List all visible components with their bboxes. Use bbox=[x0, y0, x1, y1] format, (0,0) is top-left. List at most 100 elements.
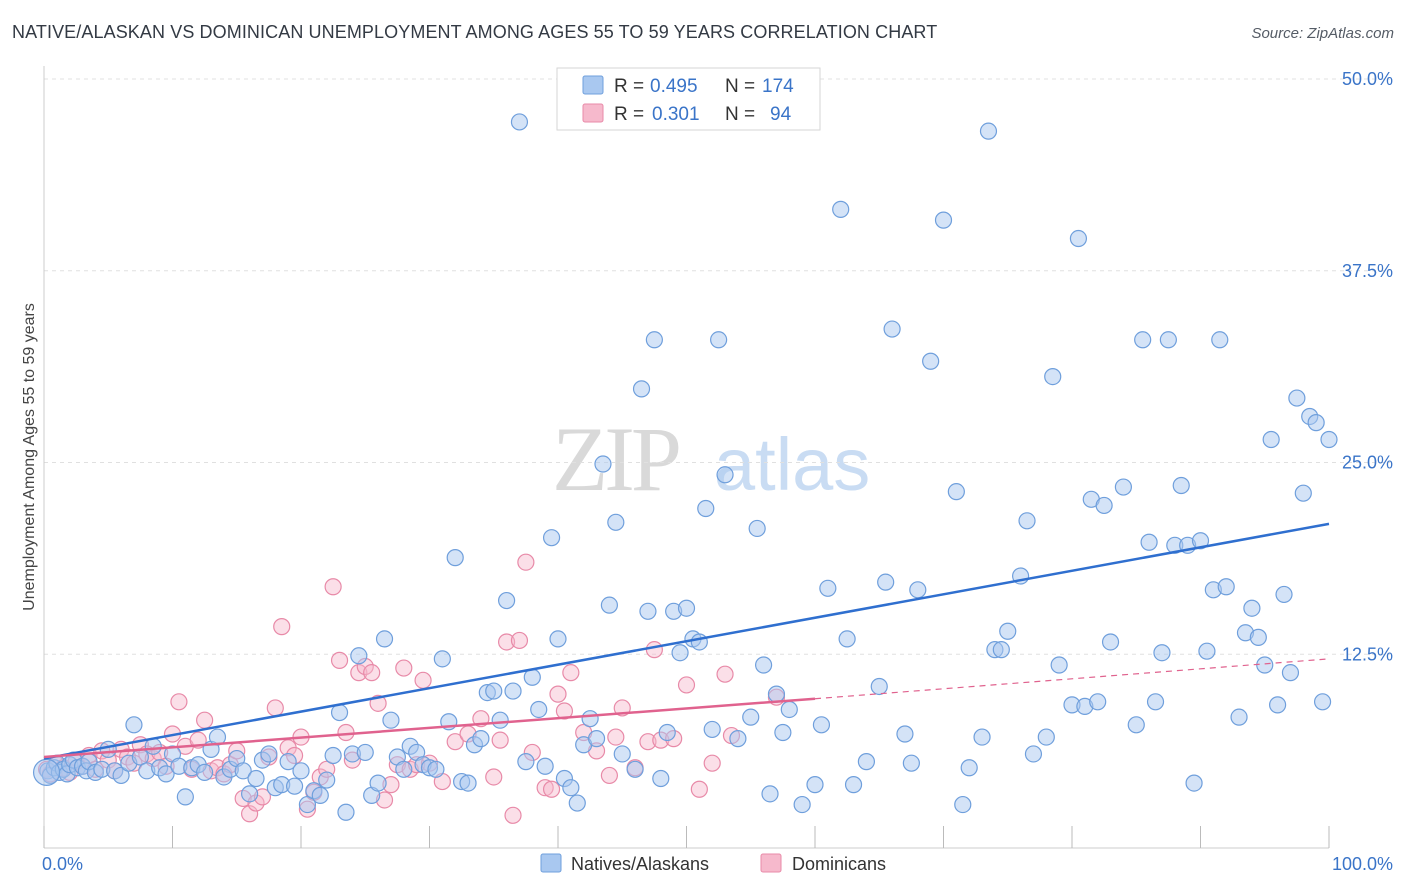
native-point-58 bbox=[375, 630, 394, 648]
native-point-69 bbox=[446, 549, 464, 567]
tick-labels: 12.5% 25.0% 37.5% 50.0% 0.0% 100.0% bbox=[42, 69, 1393, 874]
native-point-181 bbox=[1288, 389, 1306, 407]
native-point-116 bbox=[767, 685, 786, 703]
native-point-135 bbox=[947, 483, 965, 501]
native-point-71 bbox=[459, 774, 477, 792]
native-point-123 bbox=[832, 200, 850, 218]
legend-n-label-2: N = bbox=[725, 104, 755, 125]
native-point-88 bbox=[568, 794, 586, 812]
native-point-147 bbox=[1044, 367, 1062, 386]
native-point-82 bbox=[530, 700, 548, 719]
native-point-159 bbox=[1140, 533, 1158, 551]
native-point-157 bbox=[1127, 716, 1145, 734]
native-point-110 bbox=[716, 466, 734, 484]
chart-title: NATIVE/ALASKAN VS DOMINICAN UNEMPLOYMENT… bbox=[12, 22, 938, 42]
native-point-46 bbox=[298, 795, 317, 814]
native-point-76 bbox=[491, 711, 509, 729]
native-point-52 bbox=[337, 803, 355, 821]
native-point-61 bbox=[395, 760, 413, 778]
native-point-43 bbox=[279, 753, 297, 771]
native-point-54 bbox=[350, 647, 368, 665]
native-point-101 bbox=[658, 723, 676, 742]
native-point-30 bbox=[196, 763, 214, 781]
watermark-zip: ZIP bbox=[552, 408, 679, 510]
dominicans-trend-line bbox=[43, 697, 816, 759]
dominican-point-59 bbox=[414, 671, 432, 689]
native-point-107 bbox=[697, 499, 715, 518]
native-point-115 bbox=[761, 785, 779, 803]
native-point-118 bbox=[780, 700, 798, 719]
native-point-184 bbox=[1307, 414, 1325, 432]
native-point-155 bbox=[1101, 633, 1120, 651]
native-point-129 bbox=[883, 320, 901, 338]
watermark-atlas: atlas bbox=[714, 423, 870, 506]
native-point-162 bbox=[1159, 331, 1177, 349]
native-point-51 bbox=[330, 703, 349, 722]
native-point-174 bbox=[1243, 599, 1261, 617]
native-point-92 bbox=[594, 455, 612, 473]
native-point-167 bbox=[1191, 532, 1210, 550]
native-point-96 bbox=[626, 760, 644, 778]
native-point-144 bbox=[1018, 512, 1036, 530]
legend-n-value-1: 174 bbox=[762, 76, 794, 97]
native-point-90 bbox=[581, 710, 599, 728]
y-axis-label: Unemployment Among Ages 55 to 59 years bbox=[21, 303, 38, 611]
native-point-185 bbox=[1313, 693, 1332, 711]
native-point-119 bbox=[793, 795, 811, 814]
native-point-166 bbox=[1185, 774, 1203, 792]
native-point-100 bbox=[652, 769, 670, 788]
dominican-point-84 bbox=[645, 641, 663, 659]
native-point-59 bbox=[382, 711, 400, 729]
dominican-point-83 bbox=[639, 733, 657, 751]
native-point-117 bbox=[774, 723, 792, 742]
dominican-point-47 bbox=[337, 723, 355, 742]
native-point-148 bbox=[1050, 656, 1068, 674]
native-point-95 bbox=[613, 745, 631, 763]
native-point-134 bbox=[934, 211, 953, 229]
native-point-99 bbox=[645, 331, 663, 349]
native-point-15 bbox=[99, 740, 117, 758]
native-point-182 bbox=[1294, 484, 1312, 502]
native-point-40 bbox=[260, 745, 278, 763]
native-point-73 bbox=[472, 730, 490, 748]
native-point-94 bbox=[607, 513, 625, 531]
native-point-158 bbox=[1134, 331, 1152, 349]
native-point-98 bbox=[639, 602, 657, 620]
dominican-point-68 bbox=[504, 806, 522, 824]
native-point-50 bbox=[324, 746, 342, 765]
native-point-168 bbox=[1198, 642, 1216, 660]
native-point-55 bbox=[356, 743, 374, 762]
native-point-108 bbox=[703, 720, 721, 739]
native-point-133 bbox=[922, 352, 940, 370]
dominican-point-73 bbox=[542, 780, 561, 798]
legend-bottom-swatch-blue bbox=[540, 853, 562, 873]
dominican-point-79 bbox=[600, 766, 619, 785]
native-point-57 bbox=[369, 774, 387, 792]
native-point-97 bbox=[632, 380, 651, 398]
legend-swatch-pink bbox=[582, 103, 604, 123]
native-point-170 bbox=[1211, 331, 1229, 349]
native-point-124 bbox=[838, 630, 856, 648]
native-point-153 bbox=[1089, 693, 1107, 711]
legend-r-value-2: 0.301 bbox=[652, 104, 700, 125]
dominican-point-45 bbox=[324, 578, 342, 596]
native-point-104 bbox=[677, 599, 696, 617]
dominican-point-66 bbox=[491, 731, 509, 749]
native-point-127 bbox=[870, 677, 888, 696]
native-point-136 bbox=[954, 795, 972, 814]
dominican-point-67 bbox=[498, 633, 516, 651]
native-point-156 bbox=[1114, 478, 1133, 496]
legend-n-label-1: N = bbox=[725, 76, 755, 97]
y-tick-label-0: 12.5% bbox=[1342, 644, 1393, 664]
legend-top: R = 0.495 N = 174 R = 0.301 N = 94 bbox=[556, 67, 821, 131]
source-label: Source: ZipAtlas.com bbox=[1251, 25, 1394, 42]
native-point-139 bbox=[979, 122, 998, 140]
native-point-91 bbox=[587, 730, 606, 748]
native-point-121 bbox=[812, 716, 831, 734]
native-point-131 bbox=[902, 754, 920, 772]
dominican-point-90 bbox=[716, 665, 734, 683]
native-point-150 bbox=[1069, 229, 1088, 248]
legend-r-value-1: 0.495 bbox=[650, 76, 698, 97]
native-point-179 bbox=[1275, 585, 1293, 604]
